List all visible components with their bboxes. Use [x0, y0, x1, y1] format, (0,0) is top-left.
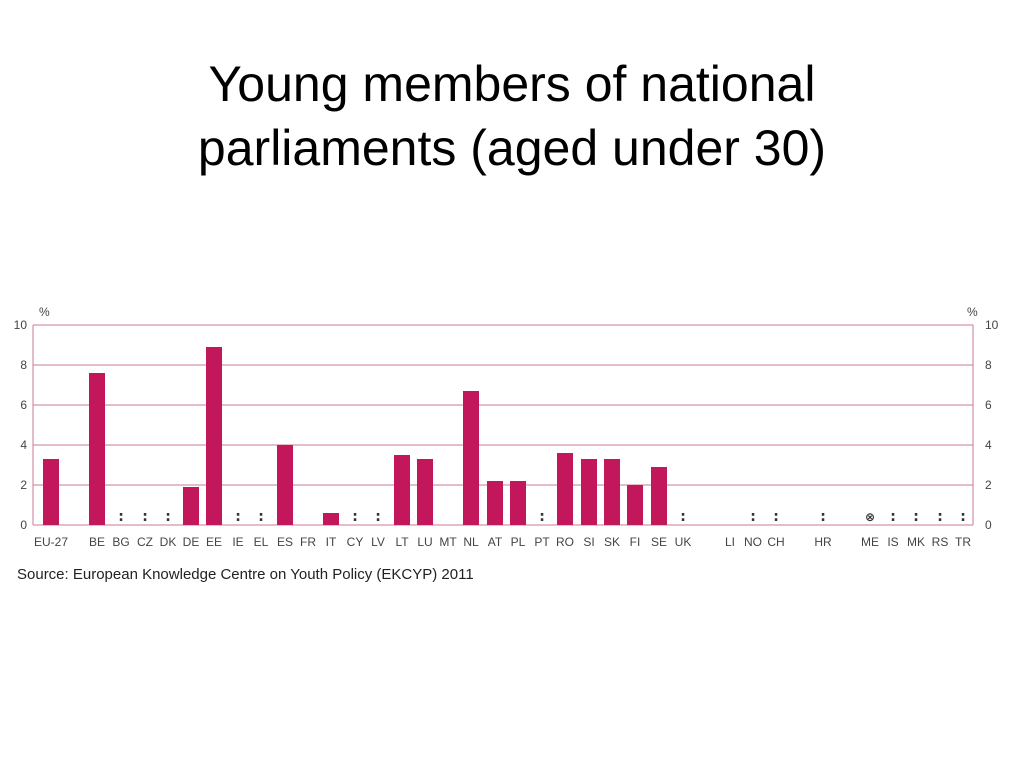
- marker-cy: :: [352, 509, 358, 525]
- x-tick-label: NL: [463, 535, 479, 549]
- marker-ch: :: [773, 509, 779, 525]
- source-note: Source: European Knowledge Centre on You…: [17, 566, 474, 583]
- y-tick-label-left: 6: [20, 398, 27, 412]
- marker-hr: :: [820, 509, 826, 525]
- x-tick-label: CZ: [137, 535, 153, 549]
- y-tick-label-right: 2: [985, 478, 992, 492]
- x-tick-label: ES: [277, 535, 293, 549]
- x-tick-label: MK: [907, 535, 925, 549]
- x-tick-label: BE: [89, 535, 105, 549]
- x-tick-label: IE: [232, 535, 243, 549]
- x-tick-label: BG: [112, 535, 129, 549]
- x-tick-label: LV: [371, 535, 385, 549]
- x-tick-label: TR: [955, 535, 971, 549]
- bar-eu-27: [43, 459, 59, 525]
- y-tick-label-left: 0: [20, 518, 27, 532]
- x-tick-label: NO: [744, 535, 762, 549]
- page-title: Young members of national parliaments (a…: [0, 52, 1024, 180]
- bar-it: [323, 513, 339, 525]
- x-tick-label: EL: [254, 535, 269, 549]
- x-tick-label: SK: [604, 535, 620, 549]
- y-unit-left: %: [39, 305, 50, 319]
- x-tick-label: MT: [439, 535, 457, 549]
- marker-pt: :: [539, 509, 545, 525]
- bar-se: [651, 467, 667, 525]
- x-tick-label: LU: [417, 535, 432, 549]
- marker-tr: :: [960, 509, 966, 525]
- x-tick-label: PT: [534, 535, 550, 549]
- x-tick-label: EE: [206, 535, 222, 549]
- x-tick-label: HR: [814, 535, 832, 549]
- y-tick-label-right: 10: [985, 318, 999, 332]
- bar-si: [581, 459, 597, 525]
- marker-ie: :: [235, 509, 241, 525]
- y-tick-label-left: 10: [14, 318, 28, 332]
- bar-sk: [604, 459, 620, 525]
- title-line-1: Young members of national: [208, 56, 816, 112]
- y-tick-label-left: 2: [20, 478, 27, 492]
- x-tick-label: DE: [183, 535, 200, 549]
- x-tick-label: PL: [511, 535, 526, 549]
- x-tick-label: EU-27: [34, 535, 68, 549]
- x-tick-label: LI: [725, 535, 735, 549]
- y-tick-label-right: 6: [985, 398, 992, 412]
- y-tick-label-right: 8: [985, 358, 992, 372]
- marker-lv: :: [375, 509, 381, 525]
- x-tick-label: SE: [651, 535, 667, 549]
- marker-me: ⊗: [865, 510, 875, 524]
- x-tick-label: IT: [326, 535, 337, 549]
- x-tick-label: CH: [767, 535, 784, 549]
- bar-ro: [557, 453, 573, 525]
- bar-de: [183, 487, 199, 525]
- marker-is: :: [890, 509, 896, 525]
- bar-nl: [463, 391, 479, 525]
- bar-at: [487, 481, 503, 525]
- x-tick-label: IS: [887, 535, 898, 549]
- bar-be: [89, 373, 105, 525]
- bar-pl: [510, 481, 526, 525]
- bar-lu: [417, 459, 433, 525]
- y-tick-label-left: 4: [20, 438, 27, 452]
- x-tick-label: UK: [675, 535, 692, 549]
- marker-dk: :: [165, 509, 171, 525]
- y-tick-label-right: 4: [985, 438, 992, 452]
- y-tick-label-left: 8: [20, 358, 27, 372]
- x-tick-label: LT: [395, 535, 409, 549]
- marker-el: :: [258, 509, 264, 525]
- marker-cz: :: [142, 509, 148, 525]
- y-unit-right: %: [967, 305, 978, 319]
- bar-ee: [206, 347, 222, 525]
- x-tick-label: SI: [583, 535, 594, 549]
- x-tick-label: CY: [347, 535, 364, 549]
- bar-fi: [627, 485, 643, 525]
- bar-lt: [394, 455, 410, 525]
- marker-no: :: [750, 509, 756, 525]
- bar-es: [277, 445, 293, 525]
- x-tick-label: RS: [932, 535, 949, 549]
- bar-chart: 0 0 2 2 4 4 6 6 8 8 10 10% % EU-27 BE: BG: CZ: DK DE EE: IE:…: [14, 305, 999, 549]
- marker-mk: :: [913, 509, 919, 525]
- x-tick-label: RO: [556, 535, 574, 549]
- y-tick-label-right: 0: [985, 518, 992, 532]
- x-tick-label: DK: [160, 535, 177, 549]
- x-tick-label: ME: [861, 535, 879, 549]
- x-tick-label: FI: [630, 535, 641, 549]
- marker-bg: :: [118, 509, 124, 525]
- x-tick-label: AT: [488, 535, 503, 549]
- marker-rs: :: [937, 509, 943, 525]
- marker-uk: :: [680, 509, 686, 525]
- title-line-2: parliaments (aged under 30): [197, 120, 827, 176]
- x-tick-label: FR: [300, 535, 316, 549]
